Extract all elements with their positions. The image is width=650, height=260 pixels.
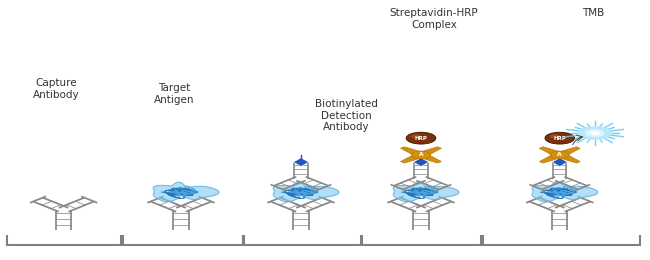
Text: Capture
Antibody: Capture Antibody	[32, 78, 79, 100]
Polygon shape	[413, 158, 429, 166]
Text: HRP: HRP	[415, 136, 428, 141]
Text: Target
Antigen: Target Antigen	[154, 83, 195, 105]
Text: HRP: HRP	[553, 136, 566, 141]
Polygon shape	[400, 147, 426, 157]
Text: Streptavidin-HRP
Complex: Streptavidin-HRP Complex	[389, 9, 478, 30]
Polygon shape	[532, 182, 597, 202]
Polygon shape	[400, 153, 426, 163]
Circle shape	[549, 134, 560, 138]
Text: Biotinylated
Detection
Antibody: Biotinylated Detection Antibody	[315, 99, 378, 132]
Text: A: A	[558, 152, 562, 157]
Circle shape	[590, 131, 599, 135]
Ellipse shape	[411, 151, 431, 159]
Polygon shape	[417, 153, 441, 163]
Text: A: A	[419, 152, 423, 157]
Circle shape	[545, 132, 575, 144]
Text: TMB: TMB	[582, 9, 604, 18]
Polygon shape	[293, 158, 309, 166]
Circle shape	[406, 132, 436, 144]
Polygon shape	[540, 147, 564, 157]
Polygon shape	[273, 182, 339, 202]
Polygon shape	[552, 158, 567, 166]
Polygon shape	[393, 182, 459, 202]
Polygon shape	[540, 153, 564, 163]
Polygon shape	[555, 153, 580, 163]
Circle shape	[585, 129, 604, 137]
Polygon shape	[417, 147, 441, 157]
Ellipse shape	[550, 151, 569, 159]
Polygon shape	[555, 147, 580, 157]
Circle shape	[578, 126, 612, 140]
Polygon shape	[153, 182, 219, 202]
Circle shape	[411, 134, 421, 138]
